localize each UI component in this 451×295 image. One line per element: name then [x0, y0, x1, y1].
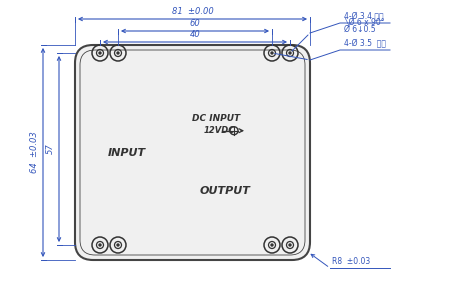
Text: R8  ±0.03: R8 ±0.03 [332, 257, 370, 266]
Circle shape [99, 244, 101, 246]
Text: 81  ±0.00: 81 ±0.00 [172, 7, 213, 16]
Circle shape [289, 52, 291, 54]
Circle shape [99, 52, 101, 54]
Circle shape [271, 52, 273, 54]
Text: INPUT: INPUT [108, 148, 146, 158]
Text: 4-Ø 3.4 贯穿: 4-Ø 3.4 贯穿 [344, 11, 384, 20]
Circle shape [271, 244, 273, 246]
Text: 40: 40 [189, 30, 200, 39]
Text: 12VDC: 12VDC [204, 126, 235, 135]
Text: Ø 6↓0.5: Ø 6↓0.5 [344, 25, 376, 34]
Text: 4-Ø 3.5  贯穿: 4-Ø 3.5 贯穿 [344, 38, 386, 47]
FancyBboxPatch shape [75, 45, 310, 260]
Text: 64  ±0.03: 64 ±0.03 [30, 132, 39, 173]
Text: 57: 57 [46, 144, 55, 154]
Text: ╲Ø 6 x 90°: ╲Ø 6 x 90° [344, 18, 385, 27]
Text: 60: 60 [189, 19, 200, 28]
Circle shape [117, 244, 119, 246]
Circle shape [117, 52, 119, 54]
Circle shape [289, 244, 291, 246]
Text: OUTPUT: OUTPUT [200, 186, 251, 196]
Text: DC INPUT: DC INPUT [192, 114, 240, 123]
